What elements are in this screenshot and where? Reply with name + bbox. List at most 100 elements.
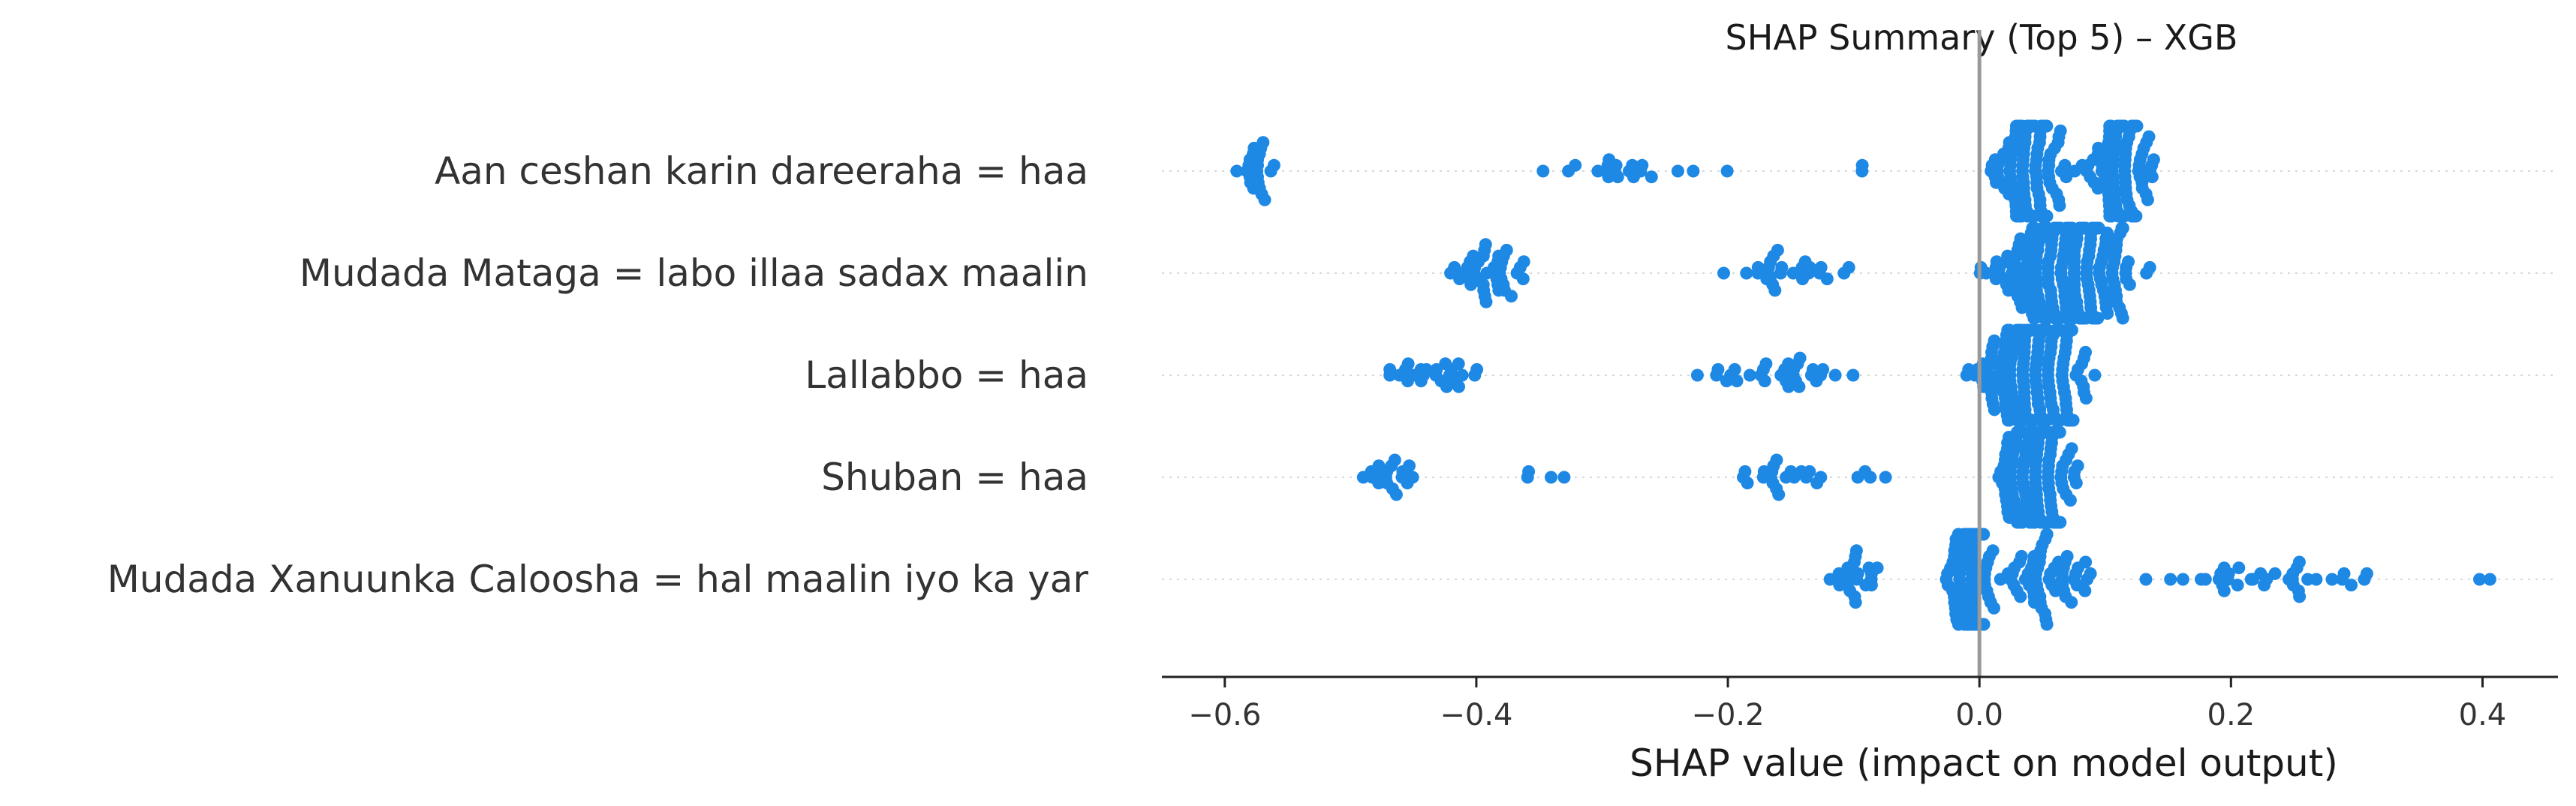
shap-point (1470, 362, 1484, 376)
shap-point (2040, 528, 2054, 541)
feature-label: Aan ceshan karin dareeraha = haa (435, 149, 1088, 193)
shap-point (1864, 579, 1878, 592)
shap-point (1751, 260, 1765, 274)
shap-point (2116, 221, 2129, 235)
shap-point (1717, 266, 1730, 280)
shap-point (2116, 311, 2129, 325)
x-tick-label: −0.6 (1188, 698, 1261, 732)
shap-point (2217, 584, 2231, 597)
shap-point (1842, 260, 1855, 274)
shap-point (2071, 459, 2084, 473)
shap-point (1267, 158, 1280, 172)
feature-label: Shuban = haa (821, 456, 1088, 499)
shap-point (1738, 465, 1752, 478)
shap-point (2222, 567, 2235, 580)
shap-point (1671, 164, 1684, 178)
shap-point (1846, 368, 1860, 382)
feature-row: Mudada Mataga = labo illaa sadax maalin (299, 221, 2558, 325)
shap-point (1870, 561, 1884, 575)
shap-point (1720, 164, 1734, 178)
shap-point (1793, 351, 1807, 365)
feature-label: Mudada Mataga = labo illaa sadax maalin (299, 251, 1088, 295)
shap-point (1517, 255, 1530, 269)
shap-point (1743, 368, 1756, 382)
shap-point (1741, 477, 1754, 490)
shap-point (1230, 164, 1244, 178)
shap-point (2139, 573, 2153, 586)
shap-point (1448, 260, 1461, 274)
shap-point (2054, 124, 2067, 137)
shap-point (2079, 392, 2093, 405)
shap-point (1730, 374, 1744, 388)
shap-point (1636, 158, 1649, 172)
shap-point (2164, 573, 2177, 586)
shap-point (1775, 260, 1789, 274)
shap-point (1500, 243, 1513, 257)
shap-point (1979, 266, 1993, 280)
shap-point (1864, 471, 1877, 484)
shap-point (1383, 362, 1397, 376)
shap-point (2101, 307, 2114, 320)
shap-point (1758, 374, 1771, 388)
shap-point (1814, 260, 1828, 274)
shap-point (1389, 488, 1403, 501)
shap-point (1256, 136, 1270, 149)
shap-point (1569, 158, 1582, 172)
shap-point (2337, 567, 2351, 580)
shap-point (1772, 488, 1786, 501)
shap-point (1879, 471, 1892, 484)
shap-point (1452, 357, 1465, 371)
shap-point (1258, 193, 1271, 206)
shap-point (2065, 596, 2078, 609)
shap-point (1388, 453, 1401, 467)
shap-point (1687, 164, 1700, 178)
shap-point (1419, 362, 1433, 376)
chart-title: SHAP Summary (Top 5) – XGB (1726, 17, 2238, 58)
x-tick-label: 0.0 (1955, 698, 2003, 732)
shap-point (2069, 477, 2083, 490)
shap-point (2198, 573, 2212, 586)
shap-point (2483, 573, 2496, 586)
shap-point (2063, 494, 2077, 507)
shap-point (2293, 590, 2307, 603)
shap-point (2310, 573, 2323, 586)
shap-point (2268, 567, 2282, 580)
shap-point (2066, 414, 2080, 427)
x-tick-label: −0.2 (1691, 698, 1764, 732)
shap-point (1401, 357, 1415, 371)
shap-point (2040, 209, 2054, 223)
shap-point (2058, 158, 2072, 172)
shap-point (2143, 260, 2156, 274)
shap-point (1851, 567, 1864, 580)
shap-point (2014, 590, 2027, 603)
shap-point (1770, 453, 1783, 467)
shap-point (1516, 272, 1530, 286)
feature-row: Aan ceshan karin dareeraha = haa (435, 119, 2558, 223)
shap-point (1645, 170, 1658, 184)
shap-point (1505, 290, 1518, 303)
shap-point (2123, 278, 2136, 291)
shap-point (2065, 442, 2078, 456)
shap-point (2231, 579, 2244, 592)
shap-point (1803, 465, 1816, 478)
shap-point (2040, 618, 2054, 631)
feature-label: Lallabbo = haa (805, 353, 1088, 397)
shap-point (2060, 549, 2074, 563)
shap-point (1816, 362, 1830, 376)
shap-point (2078, 584, 2092, 597)
shap-point (1988, 601, 2000, 615)
shap-point (2360, 567, 2373, 580)
x-axis-label: SHAP value (impact on model output) (1630, 741, 2338, 785)
shap-point (2122, 255, 2135, 269)
shap-point (2053, 426, 2066, 439)
shap-point (2292, 555, 2306, 569)
shap-point (2015, 549, 2028, 563)
shap-point (1403, 459, 1416, 473)
shap-point (2129, 209, 2143, 223)
shap-point (2473, 573, 2486, 586)
shap-point (2145, 170, 2159, 184)
shap-point (1759, 357, 1773, 371)
shap-point (2079, 555, 2093, 569)
shap-point (1988, 403, 2001, 417)
